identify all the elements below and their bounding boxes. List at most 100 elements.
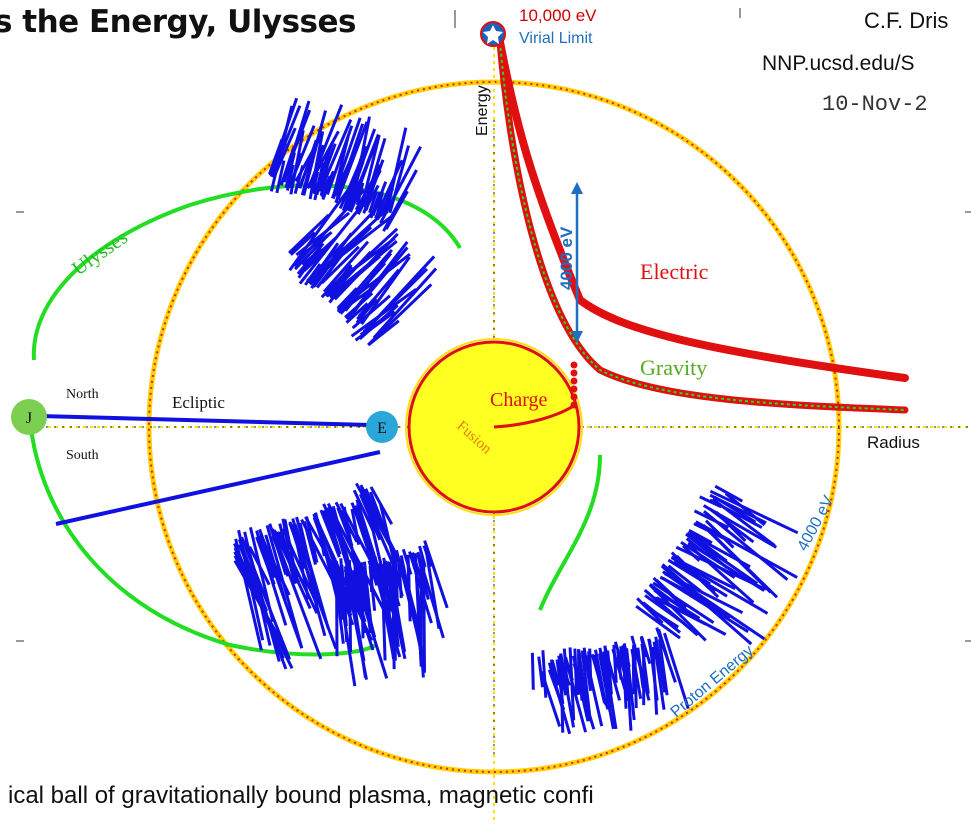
proton-energy-spike (354, 310, 396, 342)
proton-energy-spike (667, 558, 728, 598)
proton-energy-spike (418, 545, 427, 568)
proton-energy-spike (352, 489, 375, 531)
proton-energy-spike (657, 639, 669, 696)
proton-energy-spike (293, 233, 330, 271)
proton-energy-spike (713, 495, 757, 524)
peak-energy-label: 10,000 eV (519, 6, 597, 25)
proton-energy-spike (321, 171, 335, 199)
proton-energy-spike (339, 282, 370, 315)
proton-energy-spike (293, 165, 305, 195)
ulysses-orbit-arc (538, 454, 602, 611)
star-icon (483, 25, 503, 44)
gravity-curve (499, 41, 906, 411)
proton-energy-spike (360, 134, 381, 206)
proton-energy-spike (331, 136, 350, 197)
proton-energy-spike (311, 171, 320, 194)
proton-energy-spike (394, 555, 399, 601)
proton-energy-spike (362, 159, 385, 213)
proton-energy-spike (550, 659, 561, 686)
author-label: C.F. Dris (864, 8, 949, 33)
proton-energy-spike (688, 528, 713, 545)
proton-energy-spike (343, 569, 368, 680)
proton-energy-spike (304, 263, 322, 286)
proton-energy-spike (288, 213, 330, 255)
north-label: North (66, 387, 99, 402)
proton-energy-spike (655, 627, 677, 683)
proton-energy-spike (332, 569, 345, 644)
proton-energy-spike (644, 604, 680, 629)
proton-energy-spike (423, 540, 449, 609)
proton-energy-spike (695, 520, 798, 579)
proton-energy-spike (399, 558, 422, 633)
proton-energy-spike (613, 641, 631, 689)
proton-energy-spike (411, 552, 427, 593)
proton-energy-spike (233, 551, 294, 669)
proton-energy-spike (320, 245, 360, 285)
proton-energy-spike (255, 530, 288, 626)
proton-energy-spike (652, 641, 666, 710)
proton-energy-spike (685, 532, 759, 585)
charge-label: Charge (490, 389, 548, 411)
proton-energy-spike (363, 255, 436, 334)
proton-energy-spike (621, 647, 633, 700)
proton-energy-spike (630, 648, 643, 700)
proton-energy-spike (288, 182, 355, 272)
proton-energy-spike (270, 528, 323, 660)
proton-energy-spike (328, 251, 372, 298)
proton-energy-spike (655, 596, 727, 636)
proton-energy-spike (372, 557, 400, 627)
proton-energy-spike (530, 652, 535, 690)
proton-energy-spike (281, 528, 319, 606)
south-line (55, 450, 381, 526)
proton-energy-spike (382, 183, 394, 215)
gap-label: 4000 eV (557, 226, 576, 290)
proton-energy-spike (580, 650, 592, 717)
proton-energy-spike (325, 263, 353, 298)
electric-label: Electric (640, 259, 709, 284)
proton-energy-spike (383, 560, 401, 607)
charge-dots (570, 361, 578, 409)
proton-energy-spike (368, 565, 377, 611)
planet-j (11, 399, 47, 435)
proton-energy-spike (297, 145, 317, 189)
proton-energy-spike (275, 160, 286, 194)
proton-energy-spike (308, 131, 325, 200)
proton-energy-spike (356, 268, 400, 321)
proton-energy-spike (598, 647, 610, 695)
radius-axis-label: Radius (867, 433, 920, 452)
proton-energy-spike (368, 191, 378, 214)
proton-energy-spike (344, 292, 374, 319)
proton-energy-spike (673, 559, 711, 586)
proton-energy-spike (325, 509, 342, 555)
proton-energy-spike (582, 647, 593, 692)
proton-energy-spike (541, 650, 548, 698)
proton-energy-spike (367, 560, 379, 586)
proton-energy-spike (640, 643, 650, 694)
ulysses-orbit-lower (28, 419, 378, 657)
proton-energy-spike (345, 302, 369, 324)
sun-halo (405, 338, 583, 516)
proton-energy-spike (312, 246, 345, 288)
proton-energy-spike (298, 196, 370, 285)
proton-energy-spike (592, 654, 606, 704)
proton-energy-spike (350, 116, 371, 205)
proton-energy-spike (333, 232, 399, 301)
proton-energy-spike (416, 554, 430, 600)
proton-energy-spike (394, 549, 420, 636)
ulysses-label: Ulysses (68, 226, 132, 280)
proton-energy-spike (326, 502, 390, 619)
proton-energy-spike (714, 484, 744, 503)
virial-limit-label: Virial Limit (519, 30, 593, 47)
charge-curve (493, 403, 576, 429)
proton-energy-spike (302, 521, 317, 566)
proton-energy-spike (335, 569, 357, 687)
proton-energy-spike (659, 575, 716, 608)
proton-energy-spike (336, 287, 358, 310)
proton-energy-spike (284, 152, 296, 189)
proton-energy-spike (708, 507, 755, 544)
proton-energy-spike (289, 231, 316, 256)
proton-energy-spike (336, 121, 369, 200)
proton-energy-spike (639, 636, 648, 658)
arrow-head-down (571, 331, 583, 343)
